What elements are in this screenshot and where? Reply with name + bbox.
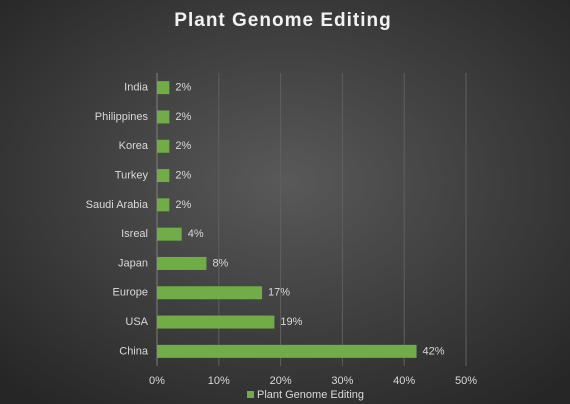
value-label: 2% xyxy=(175,199,191,211)
chart-title: Plant Genome Editing xyxy=(174,10,391,31)
y-tick-label: Japan xyxy=(118,257,148,269)
value-label: 42% xyxy=(423,345,445,357)
bar xyxy=(157,139,170,153)
bar xyxy=(157,315,275,329)
value-label: 19% xyxy=(280,316,302,328)
x-tick-label: 30% xyxy=(331,375,353,387)
x-tick-label: 0% xyxy=(149,375,165,387)
y-tick-label: Turkey xyxy=(115,169,149,181)
value-label: 2% xyxy=(175,140,191,152)
value-label: 2% xyxy=(175,111,191,123)
bar xyxy=(157,169,170,183)
value-label: 8% xyxy=(212,257,228,269)
y-tick-label: India xyxy=(124,82,149,94)
bar xyxy=(157,110,170,124)
value-label: 2% xyxy=(175,169,191,181)
x-tick-label: 10% xyxy=(208,375,230,387)
y-tick-label: China xyxy=(119,345,149,357)
bar xyxy=(157,81,170,95)
y-tick-label: Europe xyxy=(113,287,148,299)
x-tick-label: 50% xyxy=(455,375,477,387)
legend-swatch xyxy=(247,391,254,398)
bar xyxy=(157,286,263,300)
y-tick-label: Korea xyxy=(119,140,149,152)
bar xyxy=(157,227,182,241)
value-label: 2% xyxy=(175,82,191,94)
bar xyxy=(157,344,417,358)
y-tick-label: Isreal xyxy=(121,228,148,240)
y-tick-label: Saudi Arabia xyxy=(86,199,149,211)
y-tick-label: USA xyxy=(125,316,148,328)
value-label: 4% xyxy=(188,228,204,240)
x-tick-label: 20% xyxy=(270,375,292,387)
value-label: 17% xyxy=(268,287,290,299)
bar xyxy=(157,198,170,212)
y-tick-label: Philippines xyxy=(95,111,149,123)
bar xyxy=(157,256,207,270)
legend-label: Plant Genome Editing xyxy=(257,389,364,401)
x-tick-label: 40% xyxy=(393,375,415,387)
